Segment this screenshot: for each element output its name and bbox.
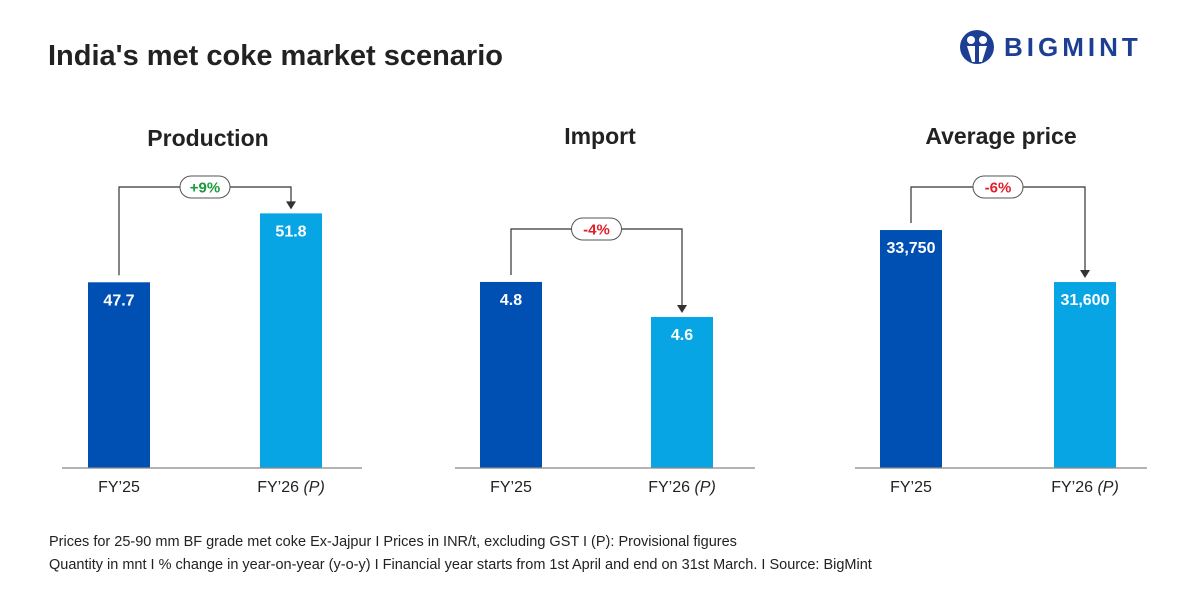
data-label: 33,750 [887,240,936,257]
bar [260,213,322,468]
tick-label: FY’25 [890,479,932,496]
tick-suffix: (P) [690,479,716,496]
tick-label: FY’26 (P) [257,479,325,496]
bar [880,230,942,468]
data-label: 47.7 [103,292,134,309]
bar [480,281,542,468]
charts: Production 47.7 FY’25 51.8 FY’26 (P) +9% Impor… [62,123,1147,496]
tick-label: FY’26 (P) [1051,479,1119,496]
change-badge [571,217,622,241]
bar [1054,282,1116,468]
chart-title: Import [564,123,636,149]
change-label: -4% [583,222,610,239]
tick-suffix: (P) [1093,479,1119,496]
tick-label: FY’26 (P) [648,479,716,496]
footnote-1: Prices for 25-90 mm BF grade met coke Ex… [49,534,737,550]
page-title: India's met coke market scenario [48,40,503,72]
data-label: 31,600 [1061,292,1110,309]
bigmint-logo-icon [960,30,994,64]
arrow-down-icon [677,304,687,313]
change-label: +9% [190,180,220,197]
arrow-down-icon [1080,270,1090,279]
change-badge [972,175,1024,199]
chart-title: Average price [925,123,1076,149]
arrow-down-icon [286,201,296,210]
bigmint-logo: BIGMINT [958,28,1142,66]
tick-suffix: (P) [299,479,325,496]
data-label: 4.6 [671,327,693,344]
logo-text: BIGMINT [1004,31,1142,62]
chart-import: Import 4.8 FY’25 4.6 FY’26 (P) -4% [455,123,755,496]
change-badge [179,175,231,199]
bar [651,316,713,468]
footnote-2: Quantity in mnt I % change in year-on-ye… [49,557,872,573]
bar [88,282,150,468]
chart-production: Production 47.7 FY’25 51.8 FY’26 (P) +9% [62,125,362,496]
chart-average-price: Average price 33,750 FY’25 31,600 FY’26 (P) -… [855,123,1147,496]
data-label: 4.8 [500,292,522,309]
tick-label: FY’25 [490,479,532,496]
data-label: 51.8 [275,223,306,240]
change-label: -6% [985,180,1012,197]
tick-label: FY’25 [98,479,140,496]
chart-title: Production [147,125,268,151]
